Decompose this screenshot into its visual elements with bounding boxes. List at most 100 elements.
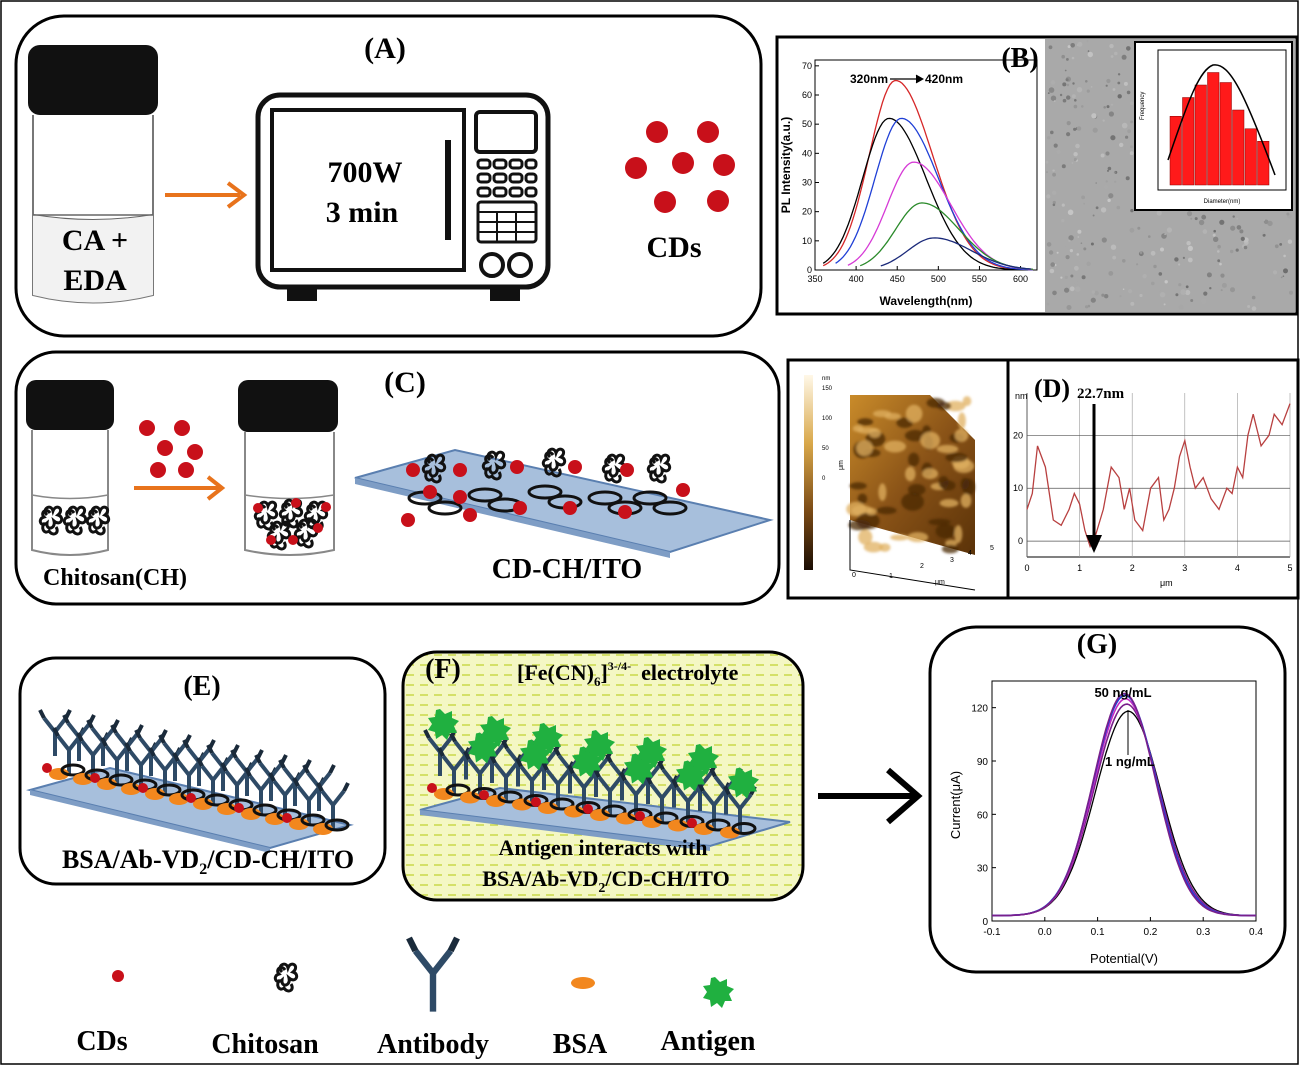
panel-e: (E) BSA/Ab-VD2/CD-CH/ITO	[18, 656, 387, 886]
tem-grain	[1061, 219, 1065, 223]
tem-grain	[1159, 292, 1166, 298]
tem-grain	[1061, 164, 1066, 169]
pl-plot-area	[814, 59, 1038, 271]
tem-grain	[1085, 80, 1088, 83]
film-cd-dot	[401, 513, 415, 527]
tem-grain	[1136, 263, 1139, 266]
dpv-xtick-label: 0.1	[1091, 927, 1105, 938]
tem-grain	[1119, 142, 1124, 148]
cds-cluster	[625, 121, 735, 213]
tem-grain	[1046, 171, 1048, 173]
tem-grain	[1130, 145, 1133, 149]
pl-xtick-label: 400	[849, 274, 864, 284]
profile-xtick-label: 0	[1024, 563, 1029, 573]
tem-grain	[1077, 41, 1083, 47]
pl-xtick-label: 450	[890, 274, 905, 284]
histogram-xlabel: Diameter(nm)	[1204, 199, 1241, 205]
film-cd-dot	[510, 460, 524, 474]
tem-grain	[1050, 80, 1056, 85]
panel-b: Frequency Diameter(nm) (B) 350 400 450 500 5…	[775, 35, 1299, 316]
tem-grain	[1087, 51, 1094, 58]
afm-grain	[945, 452, 968, 463]
film-chitosan-strand	[653, 811, 679, 825]
pl-xtick-label: 600	[1013, 274, 1028, 284]
tem-grain	[1067, 45, 1071, 49]
tem-grain	[1046, 194, 1051, 199]
afm-grain	[935, 523, 956, 539]
tem-grain	[1071, 94, 1076, 99]
excitation-start: 320nm	[850, 72, 888, 86]
panel-g-frame	[928, 625, 1287, 974]
tem-grain	[1108, 111, 1114, 117]
afm-grain	[922, 468, 939, 480]
tem-grain	[1071, 56, 1075, 60]
tem-grain	[1182, 256, 1185, 259]
chitosan-vial	[26, 380, 114, 556]
tem-grain	[1142, 274, 1147, 279]
tem-grain	[1156, 210, 1162, 216]
tem-grain	[1046, 302, 1050, 306]
tem-grain	[1213, 236, 1219, 242]
tem-grain	[1066, 121, 1071, 126]
tem-grain	[1105, 84, 1108, 87]
tem-grain	[1072, 82, 1075, 85]
tem-grain	[1064, 287, 1070, 293]
tem-grain	[1279, 243, 1283, 246]
dpv-ytick-label: 0	[982, 917, 988, 928]
tem-grain	[1087, 50, 1090, 52]
film-bsa	[564, 805, 584, 818]
tem-grain	[1117, 94, 1122, 99]
histogram-bar	[1257, 141, 1270, 186]
tem-grain	[1110, 103, 1114, 106]
tem-grain	[1112, 255, 1117, 260]
panel-g: (G) -0.1 0.0 0.1 0.2 0.3 0.4 0 30 60 90 120 Potent…	[928, 625, 1287, 974]
afm-grain	[857, 418, 874, 426]
tem-grain	[1045, 160, 1049, 164]
film-bsa	[642, 816, 662, 828]
tem-grain	[1059, 93, 1063, 97]
tem-grain	[1213, 229, 1216, 233]
panel-c-label: (C)	[384, 366, 426, 399]
cd-ch-ito-label: CD-CH/ITO	[492, 554, 642, 585]
vial-text-eda: EDA	[63, 264, 127, 297]
tem-grain	[1077, 229, 1082, 234]
tem-grain	[1061, 203, 1065, 207]
film-bsa	[265, 813, 285, 825]
tem-grain	[1049, 268, 1055, 274]
tem-grain	[1076, 44, 1079, 46]
film-bsa	[590, 809, 610, 821]
film-bsa	[460, 791, 480, 804]
size-histogram-inset: Frequency Diameter(nm)	[1134, 41, 1293, 211]
afm-x-tick-2: 2	[920, 563, 924, 570]
tem-grain	[1114, 180, 1117, 183]
panel-f-caption-line1: Antigen interacts with	[499, 835, 708, 860]
tem-grain	[1076, 253, 1080, 256]
tem-grain	[1048, 87, 1055, 93]
tem-grain	[1217, 250, 1220, 253]
tem-grain	[1076, 126, 1082, 131]
legend-antigen-symbol	[703, 977, 734, 1008]
tem-grain	[1081, 105, 1084, 108]
tem-grain	[1112, 88, 1116, 91]
pl-ytick-label: 60	[802, 90, 812, 100]
film-chitosan-strand	[108, 773, 134, 787]
tem-grain	[1108, 193, 1114, 199]
afm-colorbar	[804, 375, 813, 570]
tem-grain	[1187, 245, 1193, 251]
tem-grain	[1180, 289, 1186, 295]
afm-grain	[905, 404, 923, 423]
height-profile-frame	[1006, 358, 1300, 600]
tem-grain	[1066, 58, 1069, 61]
tem-grain	[1073, 157, 1077, 161]
pl-ytick-label: 40	[802, 148, 812, 158]
film-bsa	[668, 819, 688, 832]
film-cd-dot	[138, 783, 148, 793]
tem-grain	[1130, 120, 1133, 124]
afm-grain	[953, 459, 975, 473]
afm-3d-surface	[846, 395, 976, 591]
tem-grain	[1068, 239, 1071, 242]
tem-grain	[1164, 233, 1166, 236]
afm-grain	[907, 532, 929, 543]
tem-grain	[1101, 293, 1105, 297]
afm-grain	[878, 483, 887, 502]
